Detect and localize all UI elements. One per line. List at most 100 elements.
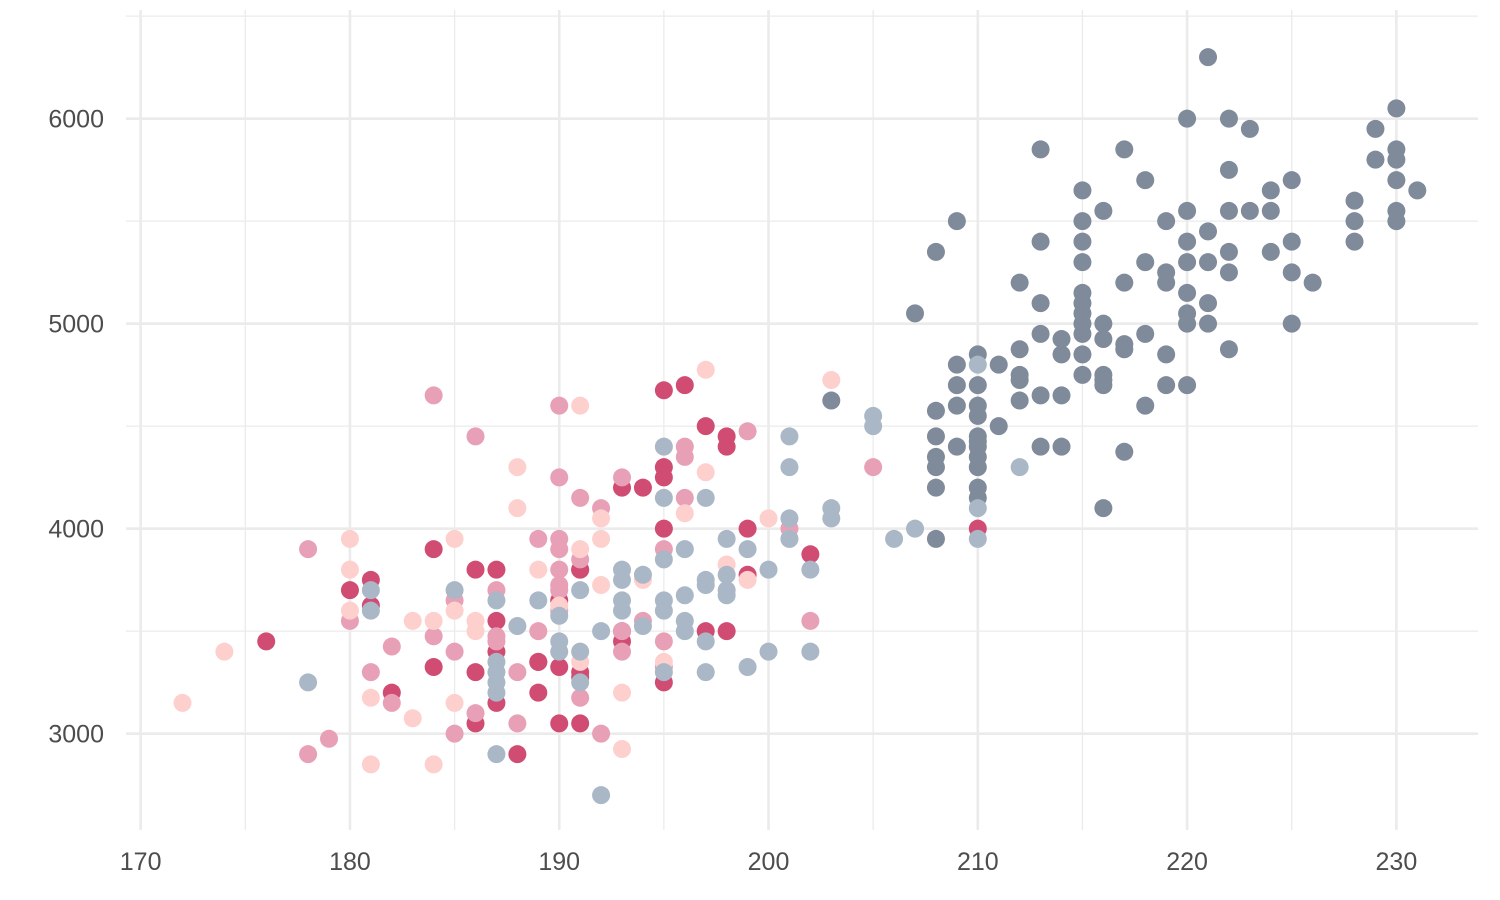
- data-point: [1073, 232, 1092, 251]
- y-tick-label: 5000: [48, 311, 104, 339]
- data-point: [550, 468, 569, 487]
- data-point: [424, 386, 443, 405]
- data-point: [654, 632, 673, 651]
- data-point: [696, 417, 715, 436]
- data-point: [654, 468, 673, 487]
- data-point: [571, 396, 590, 415]
- data-point: [466, 560, 485, 579]
- data-point: [571, 714, 590, 733]
- data-point: [1094, 371, 1113, 390]
- data-point: [801, 642, 820, 661]
- data-point: [654, 601, 673, 620]
- data-point: [717, 437, 736, 456]
- data-point: [1031, 232, 1050, 251]
- x-tick-label: 170: [120, 848, 162, 876]
- data-point: [466, 663, 485, 682]
- data-point: [864, 417, 883, 436]
- data-point: [361, 601, 380, 620]
- data-point: [926, 242, 945, 261]
- data-point: [1073, 212, 1092, 231]
- data-point: [529, 591, 548, 610]
- data-point: [382, 637, 401, 656]
- data-point: [1178, 314, 1197, 333]
- data-point: [403, 709, 422, 728]
- data-point: [1282, 263, 1301, 282]
- data-point: [1010, 391, 1029, 410]
- data-point: [1052, 437, 1071, 456]
- data-point: [466, 622, 485, 641]
- data-point: [508, 663, 527, 682]
- data-point: [382, 693, 401, 712]
- data-point: [340, 581, 359, 600]
- data-point: [508, 714, 527, 733]
- data-point: [592, 786, 611, 805]
- x-tick-label: 220: [1166, 848, 1208, 876]
- data-point: [445, 693, 464, 712]
- data-point: [926, 427, 945, 446]
- data-point: [1157, 212, 1176, 231]
- data-point: [1136, 396, 1155, 415]
- data-point: [947, 376, 966, 395]
- data-point: [550, 658, 569, 677]
- data-point: [1199, 314, 1218, 333]
- data-point: [592, 529, 611, 548]
- data-point: [1387, 99, 1406, 118]
- x-tick-label: 210: [957, 848, 999, 876]
- data-point: [1282, 171, 1301, 190]
- data-point: [299, 673, 318, 692]
- data-point: [654, 519, 673, 538]
- data-point: [801, 611, 820, 630]
- data-point: [1031, 140, 1050, 159]
- data-point: [1094, 314, 1113, 333]
- data-point: [1136, 253, 1155, 272]
- data-point: [1261, 242, 1280, 261]
- data-point: [1345, 232, 1364, 251]
- data-point: [717, 565, 736, 584]
- data-point: [1115, 340, 1134, 359]
- data-point: [340, 529, 359, 548]
- data-point: [424, 755, 443, 774]
- data-point: [675, 540, 694, 559]
- data-point: [487, 591, 506, 610]
- data-point: [654, 663, 673, 682]
- data-point: [947, 396, 966, 415]
- data-point: [1010, 371, 1029, 390]
- data-point: [571, 688, 590, 707]
- data-point: [1240, 119, 1259, 138]
- data-point: [550, 581, 569, 600]
- data-point: [947, 437, 966, 456]
- data-point: [926, 458, 945, 477]
- data-point: [1261, 181, 1280, 200]
- data-point: [968, 376, 987, 395]
- data-point: [215, 642, 234, 661]
- data-point: [1052, 330, 1071, 349]
- data-point: [738, 540, 757, 559]
- data-point: [1219, 340, 1238, 359]
- data-point: [613, 468, 632, 487]
- data-point: [508, 745, 527, 764]
- data-point: [424, 627, 443, 646]
- data-point: [445, 529, 464, 548]
- data-point: [550, 642, 569, 661]
- data-point: [947, 355, 966, 374]
- data-point: [801, 545, 820, 564]
- data-point: [989, 355, 1008, 374]
- data-point: [487, 683, 506, 702]
- data-point: [466, 704, 485, 723]
- data-point: [696, 360, 715, 379]
- data-point: [1199, 294, 1218, 313]
- data-point: [675, 586, 694, 605]
- data-point: [424, 658, 443, 677]
- data-point: [592, 509, 611, 528]
- data-point: [717, 586, 736, 605]
- data-point: [968, 458, 987, 477]
- data-point: [1387, 150, 1406, 169]
- data-point: [1219, 242, 1238, 261]
- data-point: [1094, 201, 1113, 220]
- data-point: [1199, 222, 1218, 241]
- data-point: [403, 611, 422, 630]
- data-point: [1261, 201, 1280, 220]
- data-point: [989, 417, 1008, 436]
- data-point: [550, 560, 569, 579]
- data-point: [445, 642, 464, 661]
